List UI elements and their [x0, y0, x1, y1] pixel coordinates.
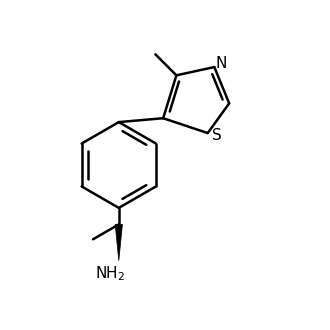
- Text: S: S: [212, 128, 222, 143]
- Text: NH$_2$: NH$_2$: [95, 264, 126, 282]
- Text: N: N: [216, 56, 227, 71]
- Polygon shape: [115, 224, 122, 261]
